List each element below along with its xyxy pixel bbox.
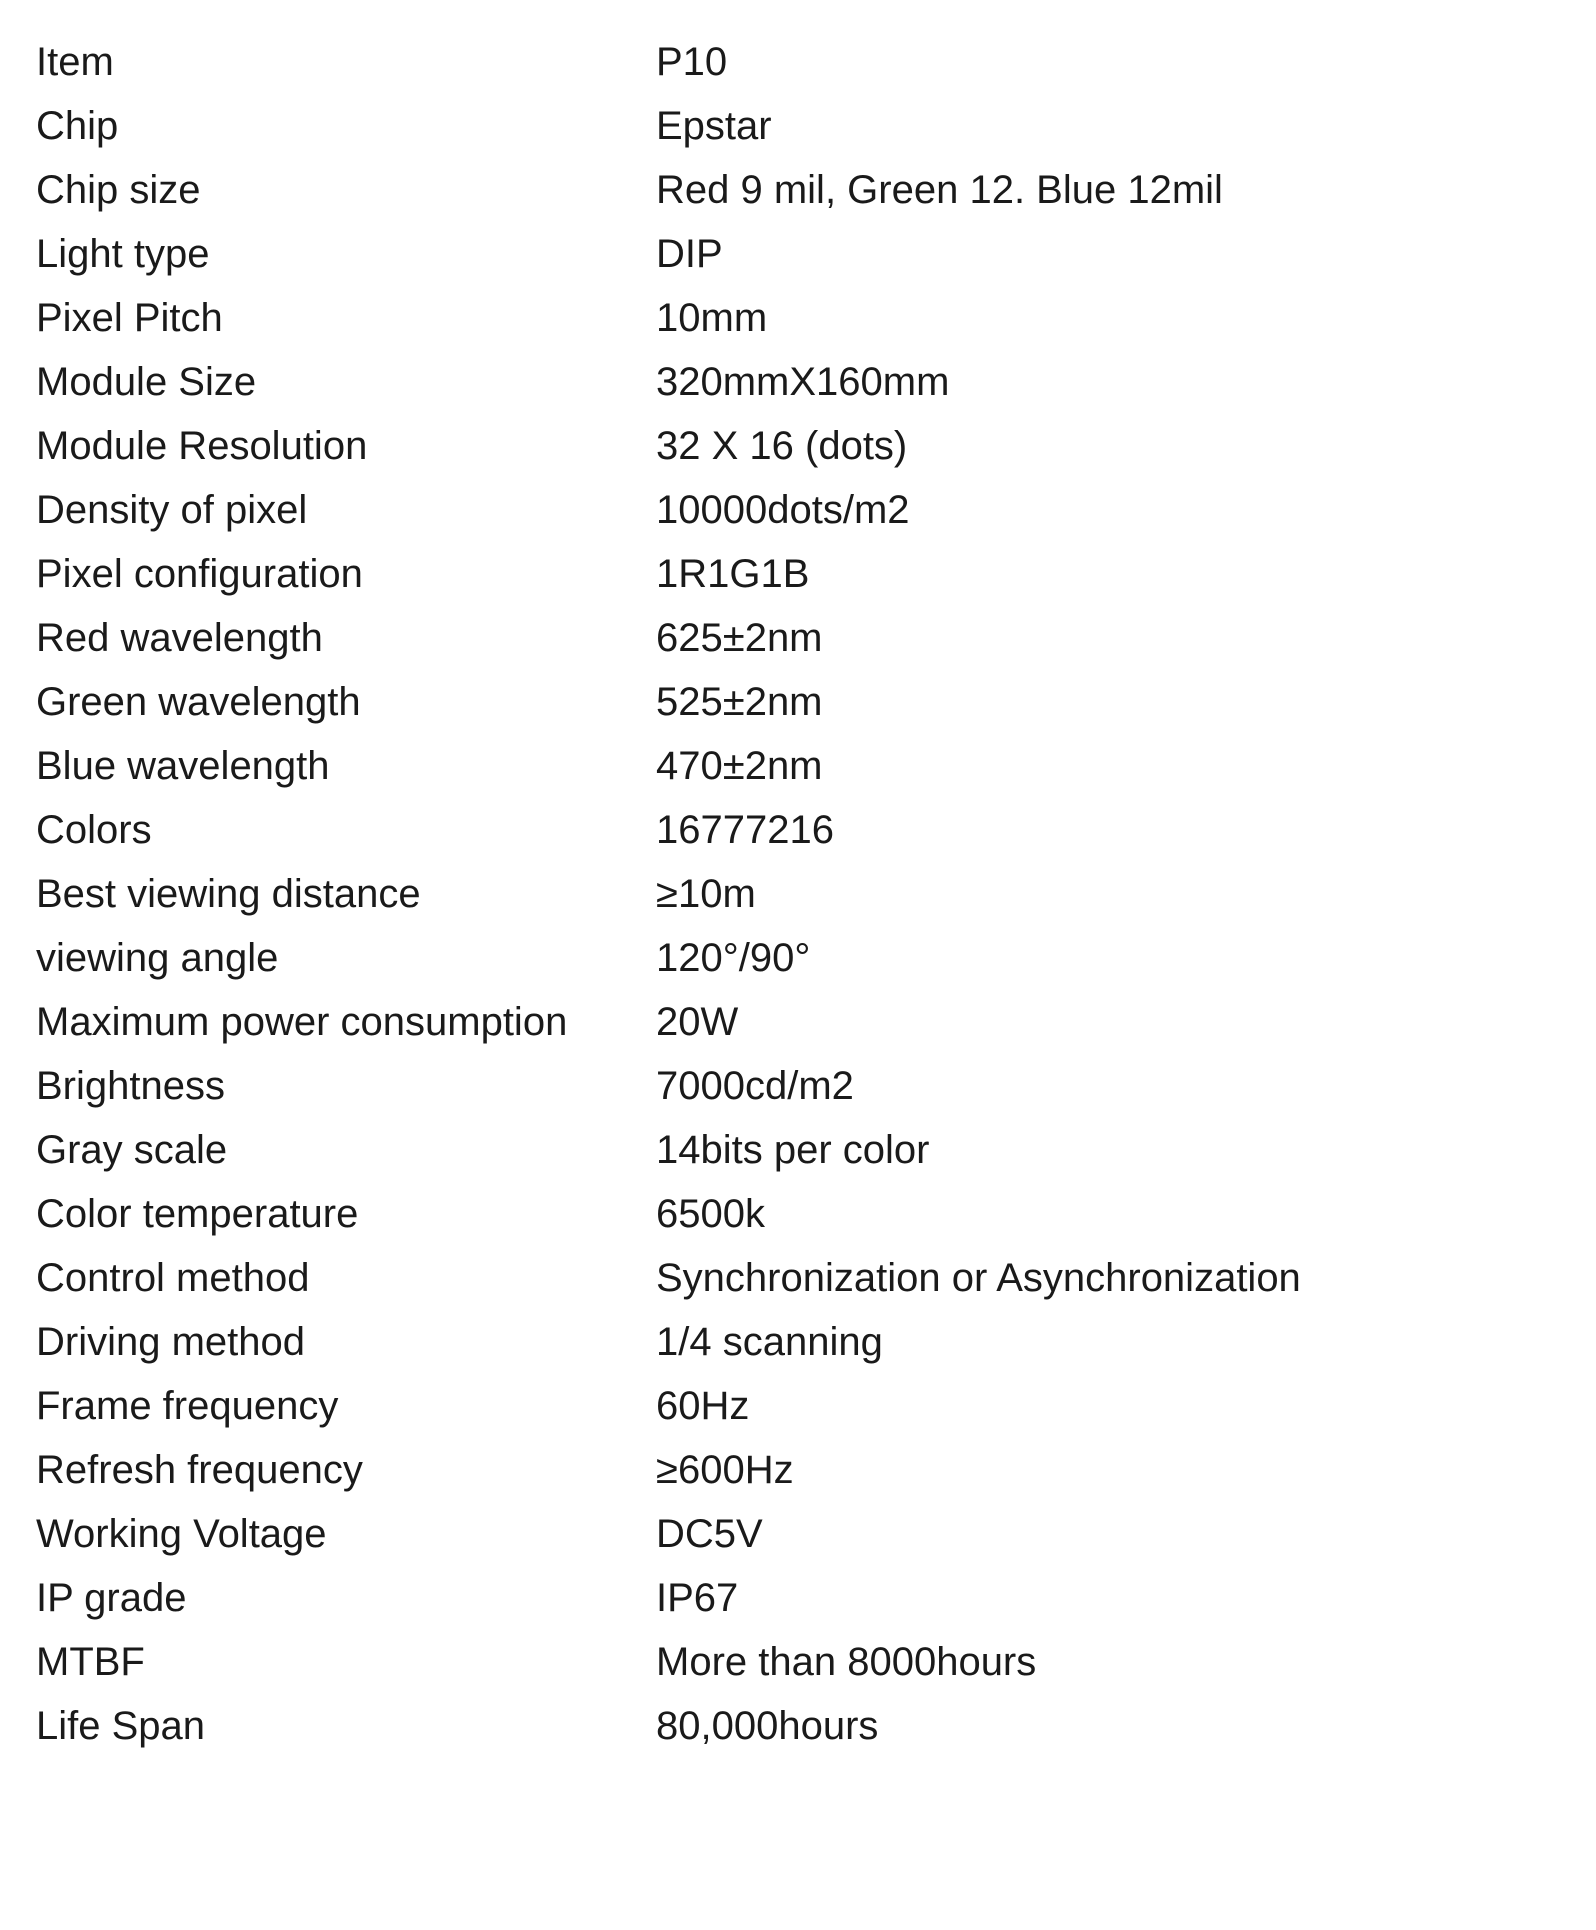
- spec-label: Maximum power consumption: [36, 1002, 656, 1042]
- spec-label: Best viewing distance: [36, 874, 656, 914]
- table-row: Pixel Pitch 10mm: [36, 286, 1566, 350]
- spec-value: Synchronization or Asynchronization: [656, 1258, 1301, 1298]
- spec-value: More than 8000hours: [656, 1642, 1036, 1682]
- table-row: Chip size Red 9 mil, Green 12. Blue 12mi…: [36, 158, 1566, 222]
- table-row: Life Span 80,000hours: [36, 1694, 1566, 1758]
- spec-value: IP67: [656, 1578, 738, 1618]
- table-row: Control method Synchronization or Asynch…: [36, 1246, 1566, 1310]
- spec-label: MTBF: [36, 1642, 656, 1682]
- spec-value: DC5V: [656, 1514, 763, 1554]
- table-row: Blue wavelength 470±2nm: [36, 734, 1566, 798]
- table-row: Item P10: [36, 30, 1566, 94]
- table-row: IP grade IP67: [36, 1566, 1566, 1630]
- spec-label: Gray scale: [36, 1130, 656, 1170]
- spec-label: Life Span: [36, 1706, 656, 1746]
- table-row: Working Voltage DC5V: [36, 1502, 1566, 1566]
- spec-label: viewing angle: [36, 938, 656, 978]
- spec-label: Working Voltage: [36, 1514, 656, 1554]
- spec-label: Pixel Pitch: [36, 298, 656, 338]
- table-row: Gray scale 14bits per color: [36, 1118, 1566, 1182]
- spec-label: Module Resolution: [36, 426, 656, 466]
- spec-value: 16777216: [656, 810, 834, 850]
- table-row: Frame frequency 60Hz: [36, 1374, 1566, 1438]
- spec-value: 120°/90°: [656, 938, 810, 978]
- spec-value: 20W: [656, 1002, 738, 1042]
- spec-value: ≥10m: [656, 874, 756, 914]
- table-row: Colors 16777216: [36, 798, 1566, 862]
- table-row: Brightness 7000cd/m2: [36, 1054, 1566, 1118]
- spec-value: DIP: [656, 234, 723, 274]
- spec-value: 1/4 scanning: [656, 1322, 883, 1362]
- spec-value: P10: [656, 42, 727, 82]
- spec-label: Driving method: [36, 1322, 656, 1362]
- spec-label: Pixel configuration: [36, 554, 656, 594]
- table-row: Color temperature 6500k: [36, 1182, 1566, 1246]
- table-row: Best viewing distance ≥10m: [36, 862, 1566, 926]
- spec-label: Red wavelength: [36, 618, 656, 658]
- spec-value: 14bits per color: [656, 1130, 929, 1170]
- spec-value: 7000cd/m2: [656, 1066, 854, 1106]
- spec-label: Module Size: [36, 362, 656, 402]
- spec-value: 320mmX160mm: [656, 362, 949, 402]
- spec-value: 6500k: [656, 1194, 765, 1234]
- spec-label: Colors: [36, 810, 656, 850]
- spec-value: 470±2nm: [656, 746, 823, 786]
- table-row: viewing angle 120°/90°: [36, 926, 1566, 990]
- spec-label: Brightness: [36, 1066, 656, 1106]
- spec-label: Density of pixel: [36, 490, 656, 530]
- spec-label: Color temperature: [36, 1194, 656, 1234]
- spec-label: Blue wavelength: [36, 746, 656, 786]
- spec-value: Red 9 mil, Green 12. Blue 12mil: [656, 170, 1223, 210]
- spec-value: 1R1G1B: [656, 554, 809, 594]
- table-row: Refresh frequency ≥600Hz: [36, 1438, 1566, 1502]
- spec-value: 10mm: [656, 298, 767, 338]
- table-row: MTBF More than 8000hours: [36, 1630, 1566, 1694]
- table-row: Green wavelength 525±2nm: [36, 670, 1566, 734]
- table-row: Density of pixel 10000dots/m2: [36, 478, 1566, 542]
- spec-label: IP grade: [36, 1578, 656, 1618]
- table-row: Chip Epstar: [36, 94, 1566, 158]
- table-row: Module Resolution 32 X 16 (dots): [36, 414, 1566, 478]
- spec-value: 525±2nm: [656, 682, 823, 722]
- table-row: Maximum power consumption 20W: [36, 990, 1566, 1054]
- table-row: Red wavelength 625±2nm: [36, 606, 1566, 670]
- spec-value: 80,000hours: [656, 1706, 878, 1746]
- spec-label: Green wavelength: [36, 682, 656, 722]
- spec-label: Control method: [36, 1258, 656, 1298]
- spec-label: Frame frequency: [36, 1386, 656, 1426]
- spec-value: 10000dots/m2: [656, 490, 910, 530]
- spec-label: Chip: [36, 106, 656, 146]
- spec-value: 32 X 16 (dots): [656, 426, 907, 466]
- spec-label: Light type: [36, 234, 656, 274]
- table-row: Light type DIP: [36, 222, 1566, 286]
- spec-table: Item P10 Chip Epstar Chip size Red 9 mil…: [36, 30, 1566, 1758]
- spec-value: ≥600Hz: [656, 1450, 794, 1490]
- spec-value: 625±2nm: [656, 618, 823, 658]
- spec-value: 60Hz: [656, 1386, 749, 1426]
- table-row: Pixel configuration 1R1G1B: [36, 542, 1566, 606]
- table-row: Driving method 1/4 scanning: [36, 1310, 1566, 1374]
- table-row: Module Size 320mmX160mm: [36, 350, 1566, 414]
- spec-label: Item: [36, 42, 656, 82]
- spec-label: Chip size: [36, 170, 656, 210]
- spec-value: Epstar: [656, 106, 772, 146]
- spec-label: Refresh frequency: [36, 1450, 656, 1490]
